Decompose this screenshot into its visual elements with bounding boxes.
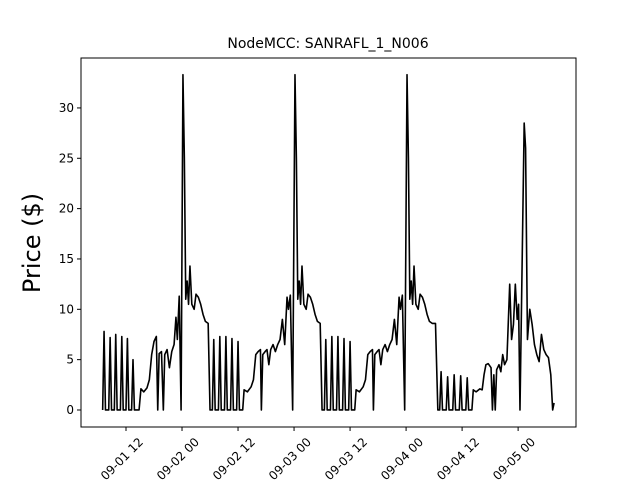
y-tick-label: 20 [59,202,74,216]
y-tick-label: 5 [66,353,74,367]
x-tick-label: 09-04 12 [434,435,482,480]
y-tick-label: 15 [59,252,74,266]
x-tick-label: 09-01 12 [98,435,146,480]
y-tick-label: 25 [59,151,74,165]
y-tick-label: 30 [59,101,74,115]
x-tick-label: 09-02 12 [210,435,258,480]
chart-title: NodeMCC: SANRAFL_1_N006 [227,36,428,52]
plot-frame [80,57,577,428]
x-tick-label: 09-03 12 [322,435,370,480]
y-tick-label: 0 [66,403,74,417]
price-line [101,73,555,411]
y-tick-label: 10 [59,302,74,316]
x-tick-label: 09-03 00 [266,435,314,480]
x-tick-label: 09-02 00 [154,435,202,480]
y-axis-label: Price ($) [18,193,46,293]
x-tick-label: 09-04 00 [378,435,426,480]
x-tick-label: 09-05 00 [490,435,538,480]
